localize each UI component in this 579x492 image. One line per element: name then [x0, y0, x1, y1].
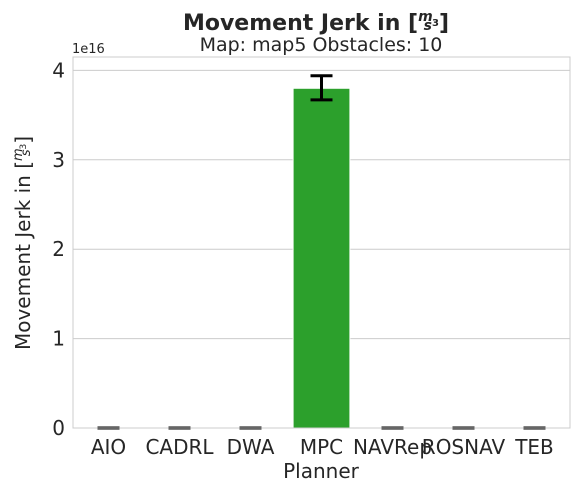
x-tick-label-teb: TEB [514, 435, 554, 459]
x-tick-label-navrep: NAVRep [353, 435, 432, 459]
y-tick-label: 1 [52, 327, 65, 351]
bars [293, 88, 350, 428]
y-tick-label: 4 [52, 58, 65, 82]
x-axis-label: Planner [283, 459, 360, 483]
x-tick-label-dwa: DWA [227, 435, 275, 459]
y-tick-label: 0 [52, 416, 65, 440]
y-axis-offset-text: 1e16 [72, 42, 105, 57]
x-tick-label-mpc: MPC [300, 435, 343, 459]
y-tick-labels: 0 1 2 3 4 [52, 58, 65, 440]
x-tick-label-rosnav: ROSNAV [422, 435, 506, 459]
y-tick-label: 3 [52, 148, 65, 172]
bar-mpc [293, 88, 350, 428]
x-tick-label-aio: AIO [91, 435, 126, 459]
x-tick-label-cadrl: CADRL [145, 435, 214, 459]
chart-title: Movement Jerk in [m s3] [183, 9, 449, 36]
chart-subtitle: Map: map5 Obstacles: 10 [200, 34, 443, 56]
y-tick-label: 2 [52, 237, 65, 261]
y-axis-label: Movement Jerk in [ms3] [11, 136, 35, 350]
